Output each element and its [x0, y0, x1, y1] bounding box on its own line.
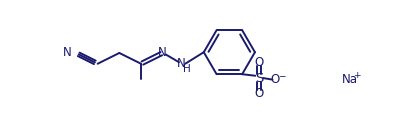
Text: S: S [255, 72, 263, 85]
Text: −: − [278, 71, 285, 80]
Text: O: O [254, 56, 264, 69]
Text: O: O [254, 87, 264, 100]
Text: Na: Na [342, 73, 357, 86]
Text: N: N [158, 46, 167, 59]
Text: O: O [271, 73, 280, 86]
Text: N: N [63, 46, 72, 59]
Text: N: N [177, 57, 186, 70]
Text: +: + [353, 71, 361, 80]
Text: H: H [183, 64, 191, 74]
